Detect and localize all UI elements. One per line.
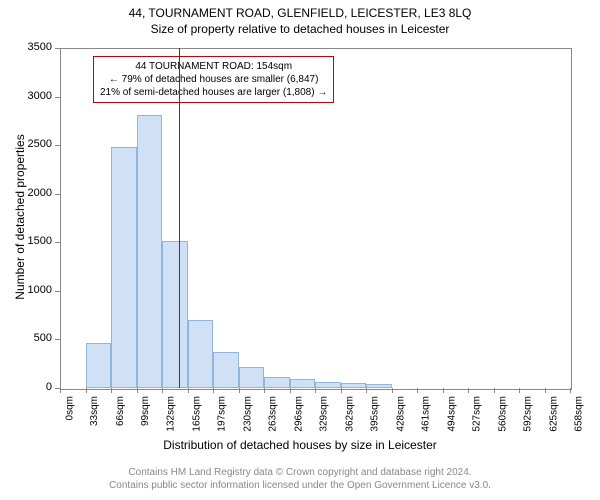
- xtick-mark: [341, 388, 342, 393]
- xtick-label: 625sqm: [549, 396, 560, 432]
- ytick-mark: [55, 145, 60, 146]
- ytick-label: 1500: [20, 235, 52, 247]
- xtick-label: 527sqm: [472, 396, 483, 432]
- xtick-label: 428sqm: [396, 396, 407, 432]
- histogram-bar: [86, 343, 112, 388]
- histogram-bar: [315, 382, 341, 388]
- annotation-line2: ← 79% of detached houses are smaller (6,…: [100, 73, 327, 86]
- xtick-mark: [392, 388, 393, 393]
- xtick-mark: [86, 388, 87, 393]
- footer-line1: Contains HM Land Registry data © Crown c…: [0, 466, 600, 479]
- xtick-mark: [315, 388, 316, 393]
- ytick-label: 1000: [20, 284, 52, 296]
- annotation-box: 44 TOURNAMENT ROAD: 154sqm ← 79% of deta…: [93, 56, 334, 103]
- xtick-label: 197sqm: [217, 396, 228, 432]
- xtick-mark: [239, 388, 240, 393]
- histogram-bar: [137, 115, 163, 388]
- histogram-bar: [341, 383, 367, 388]
- xtick-label: 329sqm: [319, 396, 330, 432]
- xtick-label: 230sqm: [243, 396, 254, 432]
- page-subtitle: Size of property relative to detached ho…: [0, 22, 600, 36]
- xtick-label: 165sqm: [192, 396, 203, 432]
- ytick-label: 3000: [20, 90, 52, 102]
- xtick-mark: [137, 388, 138, 393]
- histogram-bar: [162, 241, 188, 388]
- ytick-mark: [55, 242, 60, 243]
- footer-line2: Contains public sector information licen…: [0, 479, 600, 492]
- reference-line: [179, 48, 180, 388]
- xtick-mark: [443, 388, 444, 393]
- x-axis-label: Distribution of detached houses by size …: [0, 438, 600, 452]
- xtick-mark: [366, 388, 367, 393]
- histogram-bar: [290, 379, 316, 388]
- ytick-mark: [55, 339, 60, 340]
- xtick-label: 395sqm: [370, 396, 381, 432]
- ytick-label: 2500: [20, 138, 52, 150]
- histogram-bar: [111, 147, 137, 388]
- ytick-label: 500: [20, 332, 52, 344]
- annotation-line3: 21% of semi-detached houses are larger (…: [100, 86, 327, 99]
- ytick-mark: [55, 194, 60, 195]
- xtick-mark: [494, 388, 495, 393]
- xtick-label: 132sqm: [166, 396, 177, 432]
- xtick-label: 592sqm: [523, 396, 534, 432]
- xtick-mark: [519, 388, 520, 393]
- xtick-mark: [570, 388, 571, 393]
- ytick-mark: [55, 291, 60, 292]
- xtick-mark: [290, 388, 291, 393]
- xtick-mark: [264, 388, 265, 393]
- xtick-mark: [188, 388, 189, 393]
- xtick-label: 296sqm: [294, 396, 305, 432]
- ytick-label: 2000: [20, 187, 52, 199]
- histogram-bar: [213, 352, 239, 388]
- xtick-mark: [417, 388, 418, 393]
- xtick-label: 461sqm: [421, 396, 432, 432]
- xtick-label: 560sqm: [498, 396, 509, 432]
- xtick-label: 658sqm: [574, 396, 585, 432]
- xtick-label: 66sqm: [115, 396, 126, 426]
- ytick-label: 3500: [20, 41, 52, 53]
- xtick-label: 33sqm: [90, 396, 101, 426]
- xtick-label: 0sqm: [64, 396, 75, 420]
- xtick-mark: [213, 388, 214, 393]
- ytick-mark: [55, 48, 60, 49]
- histogram-bar: [188, 320, 214, 388]
- xtick-label: 494sqm: [447, 396, 458, 432]
- ytick-mark: [55, 97, 60, 98]
- xtick-mark: [468, 388, 469, 393]
- footer: Contains HM Land Registry data © Crown c…: [0, 466, 600, 492]
- xtick-mark: [60, 388, 61, 393]
- page-title: 44, TOURNAMENT ROAD, GLENFIELD, LEICESTE…: [0, 6, 600, 20]
- histogram-bar: [264, 377, 290, 388]
- y-axis-label: Number of detached properties: [13, 127, 27, 307]
- annotation-line1: 44 TOURNAMENT ROAD: 154sqm: [100, 60, 327, 73]
- ytick-label: 0: [20, 381, 52, 393]
- xtick-label: 99sqm: [141, 396, 152, 426]
- histogram-bar: [366, 384, 392, 388]
- xtick-label: 362sqm: [345, 396, 356, 432]
- xtick-mark: [545, 388, 546, 393]
- histogram-bar: [239, 367, 265, 388]
- xtick-label: 263sqm: [268, 396, 279, 432]
- xtick-mark: [111, 388, 112, 393]
- xtick-mark: [162, 388, 163, 393]
